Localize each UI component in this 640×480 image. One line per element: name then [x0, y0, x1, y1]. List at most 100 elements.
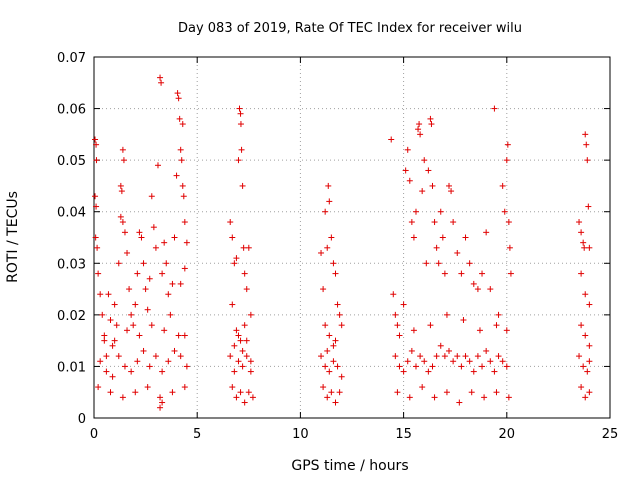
y-tick-label: 0.04	[57, 206, 86, 221]
x-tick-label: 20	[499, 427, 516, 442]
data-point	[435, 260, 442, 267]
data-point	[586, 301, 593, 308]
data-point	[441, 270, 448, 277]
data-point	[325, 182, 332, 189]
data-point	[132, 389, 139, 396]
data-point	[142, 286, 149, 293]
data-point	[493, 322, 500, 329]
data-point	[124, 327, 131, 334]
data-point	[392, 353, 399, 360]
data-point	[111, 301, 118, 308]
data-point	[322, 322, 329, 329]
data-point	[576, 353, 583, 360]
data-point	[320, 384, 327, 391]
data-point	[101, 332, 108, 339]
data-point	[167, 311, 174, 318]
data-point	[388, 136, 395, 143]
data-point	[181, 384, 188, 391]
data-point	[336, 389, 343, 396]
data-point	[322, 363, 329, 370]
x-tick-label: 25	[602, 427, 619, 442]
data-point	[239, 347, 246, 354]
data-point	[107, 389, 114, 396]
data-point	[456, 399, 463, 406]
data-point	[157, 394, 164, 401]
data-point	[233, 255, 240, 262]
data-point	[231, 368, 238, 375]
data-point	[92, 234, 99, 241]
data-point	[233, 327, 240, 334]
data-point	[243, 337, 250, 344]
data-point	[243, 353, 250, 360]
data-point	[419, 384, 426, 391]
data-point	[176, 115, 183, 122]
data-point	[247, 368, 254, 375]
data-point	[392, 311, 399, 318]
data-point	[227, 353, 234, 360]
data-point	[113, 322, 120, 329]
data-point	[584, 368, 591, 375]
data-point	[161, 239, 168, 246]
data-point	[236, 105, 243, 112]
data-point	[428, 121, 435, 128]
data-point	[326, 198, 333, 205]
data-point	[581, 244, 588, 251]
y-tick-label: 0.03	[57, 257, 86, 272]
data-point	[330, 358, 337, 365]
data-point	[146, 275, 153, 282]
data-point	[495, 311, 502, 318]
y-tick-label: 0.06	[57, 103, 86, 118]
data-point	[318, 249, 325, 256]
data-point	[320, 286, 327, 293]
data-point	[229, 301, 236, 308]
x-axis: 0 5 10 15 20 25	[90, 57, 618, 442]
data-point	[474, 286, 481, 293]
data-point	[578, 322, 585, 329]
data-point	[410, 234, 417, 241]
data-point	[103, 353, 110, 360]
data-point	[448, 188, 455, 195]
data-point	[431, 219, 438, 226]
data-point	[163, 260, 170, 267]
data-point	[460, 317, 467, 324]
data-point	[119, 219, 126, 226]
data-point	[439, 234, 446, 241]
data-point	[324, 394, 331, 401]
data-point	[128, 311, 135, 318]
data-point	[503, 327, 510, 334]
data-point	[446, 347, 453, 354]
data-point	[417, 353, 424, 360]
data-points	[92, 74, 593, 411]
data-point	[582, 131, 589, 138]
data-point	[92, 193, 99, 200]
data-point	[483, 347, 490, 354]
data-point	[247, 358, 254, 365]
data-point	[124, 249, 131, 256]
plot-frame	[93, 56, 611, 419]
y-axis: 0 0.01 0.02 0.03 0.04 0.05 0.06 0.07	[57, 51, 610, 427]
data-point	[404, 358, 411, 365]
data-point	[177, 146, 184, 153]
data-point	[412, 208, 419, 215]
data-point	[429, 363, 436, 370]
data-point	[425, 167, 432, 174]
data-point	[93, 157, 100, 164]
data-point	[235, 332, 242, 339]
data-point	[506, 244, 513, 251]
data-point	[586, 389, 593, 396]
data-point	[334, 363, 341, 370]
data-point	[394, 322, 401, 329]
data-point	[425, 368, 432, 375]
data-point	[390, 291, 397, 298]
data-point	[318, 353, 325, 360]
data-point	[95, 384, 102, 391]
data-point	[396, 332, 403, 339]
data-point	[179, 121, 186, 128]
y-axis-label: ROTI / TECUs	[5, 191, 21, 283]
data-point	[101, 337, 108, 344]
data-point	[175, 332, 182, 339]
data-point	[181, 219, 188, 226]
data-point	[481, 394, 488, 401]
data-point	[458, 363, 465, 370]
